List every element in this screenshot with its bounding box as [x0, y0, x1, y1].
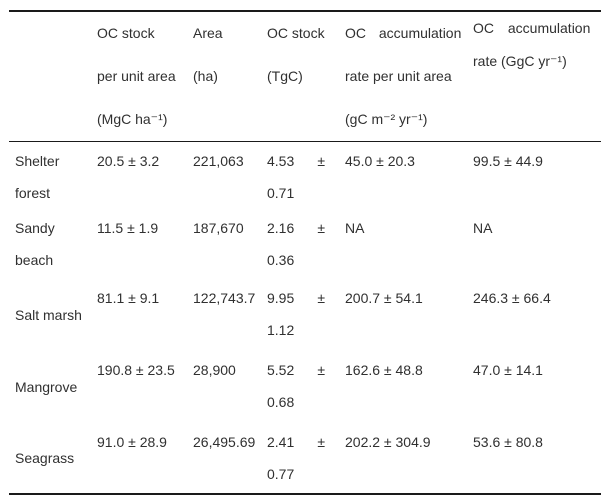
- table-row: Shelter forest 20.5 ± 3.2 221,063 4.53 ±0.71 4…: [9, 142, 601, 210]
- oc-accumulation-rate-cell: 53.6 ± 80.8: [473, 434, 543, 450]
- header-line: (gC m⁻² yr⁻¹): [345, 111, 428, 127]
- oc-accumulation-rate-per-unit-area-cell: 45.0 ± 20.3: [345, 153, 415, 169]
- area-cell: 122,743.7: [193, 290, 256, 306]
- col-header-oc-stock-tgc: OC stock (TgC): [261, 11, 339, 142]
- header-line: rate (GgC yr⁻¹): [473, 53, 567, 69]
- header-line: rate per unit area: [345, 68, 452, 84]
- header-line: OC accumulation: [473, 20, 591, 36]
- area-cell: 28,900: [193, 362, 236, 378]
- header-row: OC stock per unit area (MgC ha⁻¹) Area (…: [9, 11, 601, 142]
- oc-stock-tgc-cell: 2.16 ±0.36: [267, 220, 325, 268]
- col-header-area: Area (ha): [187, 11, 261, 142]
- table-row: Salt marsh 81.1 ± 9.1 122,743.7 9.95 ±1.12 20…: [9, 279, 601, 351]
- area-cell: 221,063: [193, 153, 244, 169]
- oc-stock-per-unit-area-cell: 91.0 ± 28.9: [97, 434, 167, 450]
- oc-accumulation-rate-per-unit-area-cell: 202.2 ± 304.9: [345, 434, 431, 450]
- oc-stock-table: OC stock per unit area (MgC ha⁻¹) Area (…: [9, 10, 601, 495]
- habitat-cell: Salt marsh: [15, 307, 82, 323]
- col-header-oc-accumulation-rate-per-unit-area: OC accumulation rate per unit area (gC m…: [339, 11, 467, 142]
- header-line: (TgC): [267, 68, 303, 84]
- oc-stock-per-unit-area-cell: 81.1 ± 9.1: [97, 290, 160, 306]
- oc-stock-tgc-cell: 4.53 ±0.71: [267, 153, 325, 201]
- header-line: Area: [193, 25, 223, 41]
- table-header: OC stock per unit area (MgC ha⁻¹) Area (…: [9, 11, 601, 142]
- header-line: per unit area: [97, 68, 176, 84]
- oc-stock-tgc-cell: 5.52 ±0.68: [267, 362, 325, 410]
- oc-accumulation-rate-per-unit-area-cell: NA: [345, 220, 365, 236]
- oc-stock-per-unit-area-cell: 20.5 ± 3.2: [97, 153, 160, 169]
- col-header-habitat: [9, 11, 91, 142]
- table-row: Seagrass 91.0 ± 28.9 26,495.69 2.41 ±0.77 202…: [9, 423, 601, 494]
- habitat-cell: Mangrove: [15, 379, 78, 395]
- oc-accumulation-rate-cell: 99.5 ± 44.9: [473, 153, 543, 169]
- habitat-cell: Sandy beach: [15, 220, 55, 268]
- area-cell: 26,495.69: [193, 434, 256, 450]
- oc-accumulation-rate-cell: 246.3 ± 66.4: [473, 290, 551, 306]
- col-header-oc-accumulation-rate: OC accumulation rate (GgC yr⁻¹): [467, 11, 601, 142]
- oc-accumulation-rate-per-unit-area-cell: 200.7 ± 54.1: [345, 290, 423, 306]
- oc-accumulation-rate-cell: 47.0 ± 14.1: [473, 362, 543, 378]
- habitat-cell: Shelter forest: [15, 153, 60, 201]
- oc-stock-tgc-cell: 9.95 ±1.12: [267, 290, 325, 338]
- table-row: Mangrove 190.8 ± 23.5 28,900 5.52 ±0.68 162.6…: [9, 351, 601, 423]
- header-line: OC stock: [97, 25, 155, 41]
- header-line: (ha): [193, 68, 218, 84]
- oc-stock-tgc-cell: 2.41 ±0.77: [267, 434, 325, 482]
- col-header-oc-stock-per-unit-area: OC stock per unit area (MgC ha⁻¹): [91, 11, 187, 142]
- header-line: OC accumulation: [345, 25, 462, 41]
- table-body: Shelter forest 20.5 ± 3.2 221,063 4.53 ±0.71 4…: [9, 142, 601, 495]
- oc-stock-per-unit-area-cell: 11.5 ± 1.9: [97, 220, 159, 236]
- oc-accumulation-rate-per-unit-area-cell: 162.6 ± 48.8: [345, 362, 423, 378]
- header-line: OC stock: [267, 25, 325, 41]
- header-line: (MgC ha⁻¹): [97, 111, 168, 127]
- area-cell: 187,670: [193, 220, 244, 236]
- oc-stock-per-unit-area-cell: 190.8 ± 23.5: [97, 362, 175, 378]
- oc-accumulation-rate-cell: NA: [473, 220, 493, 236]
- table-row: Sandy beach 11.5 ± 1.9 187,670 2.16 ±0.36 NA NA: [9, 209, 601, 279]
- habitat-cell: Seagrass: [15, 450, 75, 466]
